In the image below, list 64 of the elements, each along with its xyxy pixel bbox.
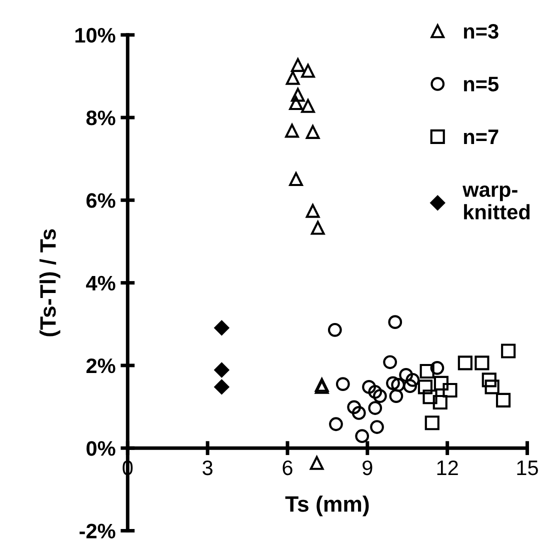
point bbox=[482, 372, 496, 388]
y-tick-label: 2% bbox=[86, 358, 116, 374]
point bbox=[301, 99, 315, 113]
legend-label: warp- knitted bbox=[462, 186, 530, 220]
point bbox=[368, 384, 382, 399]
point bbox=[372, 389, 387, 403]
point bbox=[328, 322, 342, 337]
point bbox=[501, 344, 516, 358]
point bbox=[214, 362, 230, 378]
x-tick-label: 15 bbox=[517, 460, 538, 476]
y-tick-label: 6% bbox=[86, 193, 116, 208]
y-tick-label: 10% bbox=[75, 28, 116, 43]
legend-label: n=3 bbox=[464, 24, 498, 39]
y-tick-label: 8% bbox=[86, 110, 116, 126]
point bbox=[329, 417, 343, 432]
point bbox=[355, 429, 370, 444]
point bbox=[286, 70, 300, 85]
point bbox=[214, 380, 230, 394]
point bbox=[290, 88, 305, 102]
point bbox=[285, 124, 299, 138]
point bbox=[442, 382, 458, 398]
point bbox=[336, 377, 350, 391]
point bbox=[386, 376, 400, 390]
y-tick-label: 0% bbox=[86, 441, 116, 456]
y-axis-title: (Ts-Tl) / Ts bbox=[40, 229, 60, 336]
point bbox=[474, 356, 490, 370]
point bbox=[306, 204, 320, 218]
point bbox=[289, 96, 303, 110]
point bbox=[406, 372, 420, 387]
point bbox=[422, 390, 438, 404]
point bbox=[310, 220, 325, 235]
x-tick-label: 12 bbox=[437, 460, 458, 475]
x-tick-label: 3 bbox=[202, 460, 212, 476]
y-tick-label: -2% bbox=[80, 524, 116, 538]
point bbox=[432, 394, 448, 410]
point bbox=[434, 376, 448, 391]
point bbox=[290, 58, 305, 72]
point bbox=[388, 315, 402, 330]
point bbox=[370, 420, 384, 434]
x-tick-label: 6 bbox=[282, 460, 292, 476]
point bbox=[389, 389, 404, 403]
point bbox=[383, 355, 397, 370]
point bbox=[352, 406, 366, 420]
x-axis-title: Ts (mm) bbox=[285, 496, 369, 516]
point bbox=[310, 456, 324, 470]
point bbox=[362, 380, 376, 394]
point bbox=[306, 125, 320, 139]
x-tick-label: 9 bbox=[362, 460, 372, 476]
point bbox=[420, 364, 434, 379]
point bbox=[289, 172, 303, 186]
point bbox=[347, 400, 362, 414]
y-tick-label: 4% bbox=[86, 276, 116, 291]
legend-label: n=5 bbox=[464, 76, 499, 92]
point bbox=[301, 64, 315, 78]
point bbox=[496, 392, 511, 408]
legend-label: n=7 bbox=[464, 130, 498, 144]
point bbox=[214, 320, 230, 336]
point bbox=[430, 360, 444, 375]
point bbox=[368, 401, 382, 415]
point bbox=[458, 356, 472, 370]
point bbox=[418, 380, 433, 394]
point bbox=[484, 380, 500, 394]
point bbox=[424, 416, 440, 430]
point bbox=[399, 368, 413, 382]
